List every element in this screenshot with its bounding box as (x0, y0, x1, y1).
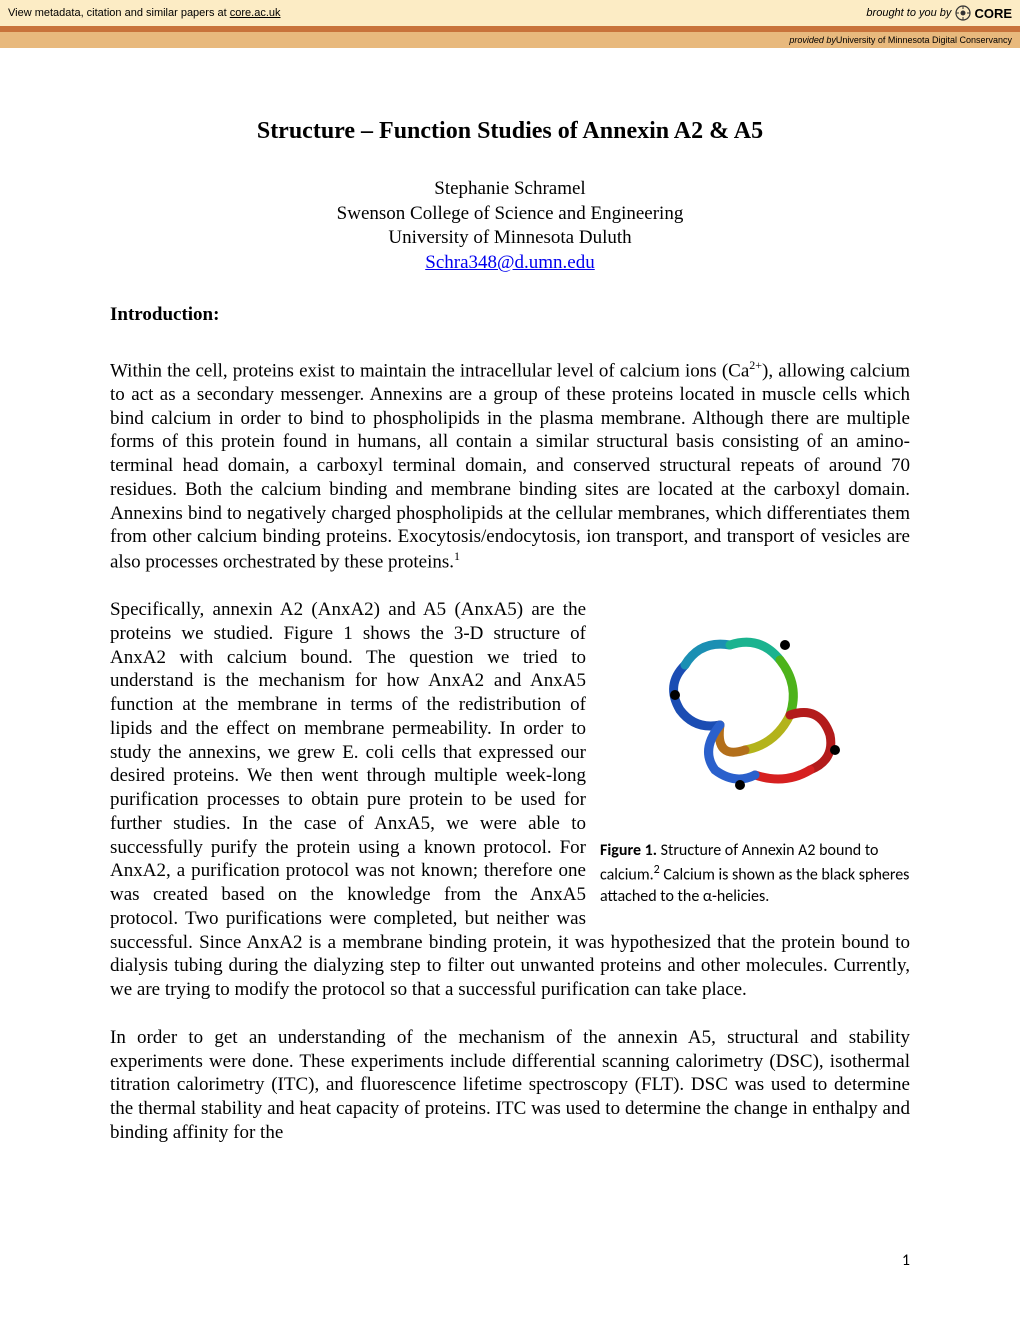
provider-link[interactable]: University of Minnesota Digital Conserva… (836, 35, 1012, 45)
banner-left: View metadata, citation and similar pape… (8, 7, 281, 19)
paper-title: Structure – Function Studies of Annexin … (110, 118, 910, 145)
affiliation-1: Swenson College of Science and Engineeri… (110, 202, 910, 227)
author-email[interactable]: Schra348@d.umn.edu (425, 252, 594, 273)
figure-1: Figure 1. Structure of Annexin A2 bound … (600, 600, 910, 907)
figure-label: Figure 1. (600, 841, 657, 860)
provided-by-text: provided by (789, 35, 836, 45)
paragraph-2-container: Figure 1. Structure of Annexin A2 bound … (110, 598, 910, 1002)
page-number: 1 (902, 1251, 910, 1270)
paper-content: Structure – Function Studies of Annexin … (0, 48, 1020, 1169)
protein-structure-image (615, 600, 895, 830)
core-label: CORE (974, 6, 1012, 21)
core-icon (955, 5, 971, 21)
calcium-charge: 2+ (749, 358, 762, 372)
metadata-banner: View metadata, citation and similar pape… (0, 0, 1020, 26)
brought-by-text: brought to you by (866, 7, 951, 19)
banner-prefix: View metadata, citation and similar pape… (8, 7, 230, 19)
affiliation-2: University of Minnesota Duluth (110, 226, 910, 251)
core-link[interactable]: core.ac.uk (230, 7, 281, 19)
banner-right: brought to you by CORE (866, 5, 1012, 21)
paragraph-1: Within the cell, proteins exist to maint… (110, 358, 910, 574)
reference-1: 1 (454, 549, 460, 563)
core-badge[interactable]: CORE (955, 5, 1012, 21)
section-heading: Introduction: (110, 304, 910, 326)
figure-caption: Figure 1. Structure of Annexin A2 bound … (600, 840, 910, 907)
para1-text-b: ), allowing calcium to act as a secondar… (110, 360, 910, 572)
para1-text-a: Within the cell, proteins exist to maint… (110, 360, 749, 381)
author-name: Stephanie Schramel (110, 177, 910, 202)
provider-banner: provided by University of Minnesota Digi… (0, 32, 1020, 48)
paragraph-3: In order to get an understanding of the … (110, 1026, 910, 1145)
author-block: Stephanie Schramel Swenson College of Sc… (110, 177, 910, 276)
